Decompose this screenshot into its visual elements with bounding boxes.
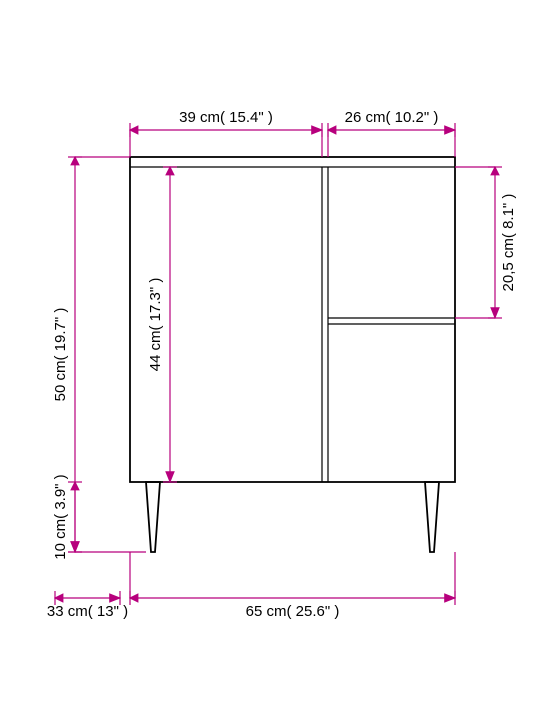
svg-text:33 cm( 13" ): 33 cm( 13" )	[47, 603, 128, 620]
furniture-dimension-diagram: 39 cm( 15.4" ) 26 cm( 10.2" ) 50 cm( 19.7"…	[0, 0, 540, 720]
svg-text:10 cm( 3.9" ): 10 cm( 3.9" )	[52, 474, 69, 559]
svg-text:26 cm( 10.2" ): 26 cm( 10.2" )	[345, 109, 439, 126]
svg-text:50 cm( 19.7" ): 50 cm( 19.7" )	[52, 308, 69, 402]
svg-text:44 cm( 17.3" ): 44 cm( 17.3" )	[147, 278, 164, 372]
leg-right	[425, 482, 439, 552]
cabinet-body	[130, 157, 455, 482]
dimension-set: 39 cm( 15.4" ) 26 cm( 10.2" ) 50 cm( 19.7"…	[47, 109, 517, 620]
svg-text:20,5 cm( 8.1" ): 20,5 cm( 8.1" )	[500, 194, 517, 292]
leg-left	[146, 482, 160, 552]
svg-text:65 cm( 25.6" ): 65 cm( 25.6" )	[246, 603, 340, 620]
svg-text:39 cm( 15.4" ): 39 cm( 15.4" )	[179, 109, 273, 126]
